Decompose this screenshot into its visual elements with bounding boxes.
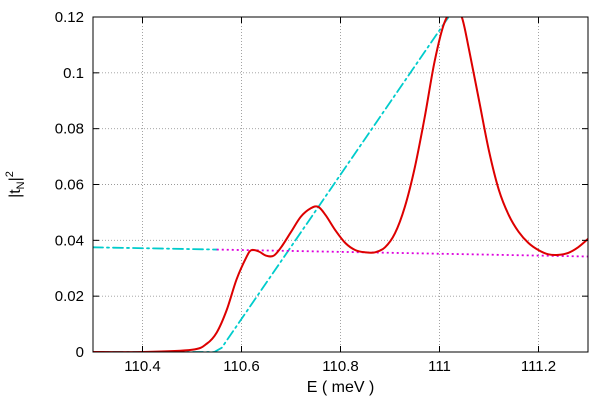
y-tick-label: 0.04 [55,232,84,249]
grid-lines [93,17,588,352]
x-tick-label: 110.4 [124,358,160,375]
x-tick-labels: 110.4 110.6 110.8 111 111.2 [124,358,556,375]
series-dash-dot-reference-line [93,17,450,352]
x-tick-label: 111.2 [521,358,556,375]
y-tick-labels: 0 0.02 0.04 0.06 0.08 0.1 0.12 [55,9,84,361]
y-axis-label: |tN|2 [4,171,27,198]
series-transmission-curve [93,17,588,352]
y-tick-label: 0 [76,344,84,361]
x-tick-label: 111 [428,358,451,375]
y-axis-label-bar: | [7,177,24,181]
y-axis-label-main: |t [7,189,24,198]
axis-ticks [93,16,588,353]
y-tick-label: 0.06 [55,177,84,194]
x-axis-label: E ( meV ) [307,379,375,396]
y-tick-label: 0.02 [55,288,84,305]
y-tick-label: 0.08 [55,121,84,138]
plot-series [93,17,588,352]
x-tick-label: 110.8 [322,358,358,375]
y-tick-label: 0.1 [63,65,84,82]
y-axis-label-subscript: N [15,181,27,189]
x-tick-label: 110.6 [223,358,259,375]
y-axis-label-superscript: 2 [4,171,16,177]
series-dash-dot-reference-line [93,246,218,251]
y-tick-label: 0.12 [55,9,84,26]
